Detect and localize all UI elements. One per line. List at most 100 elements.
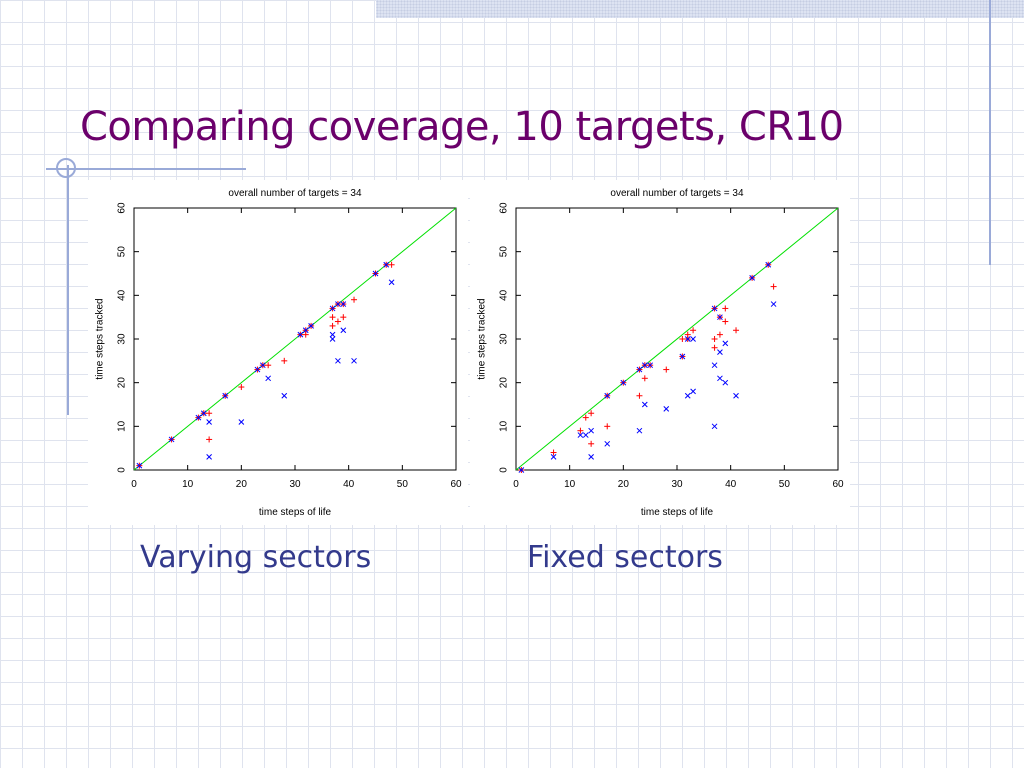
data-point-x bbox=[636, 366, 643, 373]
data-point-plus bbox=[582, 414, 589, 421]
data-point-x bbox=[308, 323, 314, 329]
data-point-plus bbox=[690, 327, 697, 334]
x-tick-label: 40 bbox=[725, 479, 737, 490]
data-point-x bbox=[604, 392, 611, 399]
y-tick-label: 10 bbox=[117, 420, 128, 432]
y-tick-label: 50 bbox=[117, 246, 128, 258]
decor-vertical-line-left bbox=[67, 165, 69, 415]
data-point-x bbox=[200, 410, 207, 417]
data-point-plus bbox=[588, 440, 595, 447]
data-point-x bbox=[582, 432, 589, 438]
data-point-x bbox=[641, 401, 648, 408]
data-point-x bbox=[550, 454, 557, 460]
y-tick-label: 0 bbox=[117, 467, 128, 473]
data-point-plus bbox=[679, 336, 686, 342]
x-tick-label: 10 bbox=[182, 479, 194, 490]
data-point-plus bbox=[329, 322, 336, 329]
data-point-x bbox=[340, 301, 347, 307]
x-tick-label: 10 bbox=[564, 479, 576, 490]
diagonal-reference-line bbox=[133, 207, 457, 471]
data-point-x bbox=[636, 427, 643, 434]
decor-vertical-line-right bbox=[989, 0, 991, 265]
x-axis-label: time steps of life bbox=[641, 507, 714, 518]
x-tick-label: 0 bbox=[131, 479, 137, 490]
data-point-plus bbox=[722, 318, 729, 325]
data-point-x bbox=[302, 327, 309, 334]
y-tick-label: 10 bbox=[499, 420, 510, 432]
data-point-x bbox=[518, 467, 525, 473]
data-point-plus bbox=[716, 331, 723, 338]
data-point-plus bbox=[577, 427, 584, 434]
data-point-x bbox=[340, 327, 347, 334]
data-point-plus bbox=[711, 336, 718, 342]
chart-title: overall number of targets = 34 bbox=[228, 188, 362, 199]
data-point-x bbox=[717, 375, 723, 382]
data-point-x bbox=[690, 388, 696, 395]
data-point-x bbox=[604, 440, 611, 447]
data-point-x bbox=[588, 454, 594, 460]
data-point-x bbox=[722, 340, 729, 347]
data-point-x bbox=[297, 331, 304, 338]
data-point-x bbox=[254, 366, 261, 373]
caption-varying-sectors: Varying sectors bbox=[140, 540, 372, 575]
data-point-plus bbox=[770, 283, 777, 290]
x-tick-label: 50 bbox=[397, 479, 409, 490]
chart-svg: overall number of targets = 34 0 10 20 30 40 5… bbox=[95, 188, 462, 518]
y-tick-label: 20 bbox=[117, 377, 128, 389]
data-point-plus bbox=[636, 392, 643, 399]
data-point-x bbox=[206, 419, 212, 425]
data-point-x bbox=[749, 275, 755, 281]
data-point-plus bbox=[281, 357, 288, 364]
data-point-plus bbox=[550, 449, 557, 456]
data-point-x bbox=[222, 392, 229, 399]
data-point-plus bbox=[206, 436, 213, 443]
x-tick-label: 60 bbox=[450, 479, 462, 490]
data-point-x bbox=[684, 392, 691, 399]
data-point-x bbox=[684, 336, 691, 342]
x-tick-label: 20 bbox=[618, 479, 630, 490]
data-point-x bbox=[329, 336, 336, 342]
data-point-x bbox=[206, 454, 212, 460]
data-point-plus bbox=[588, 410, 595, 417]
y-tick-label: 30 bbox=[117, 333, 128, 345]
data-point-x bbox=[765, 261, 772, 268]
data-point-x bbox=[329, 305, 336, 312]
y-tick-label: 60 bbox=[117, 202, 128, 214]
scatter-plot-fixed: overall number of targets = 34 0 10 20 30 40 5… bbox=[470, 180, 850, 525]
data-point-x bbox=[588, 427, 594, 434]
data-point-x bbox=[265, 375, 272, 382]
top-decor-band bbox=[376, 0, 1024, 18]
data-point-x bbox=[281, 392, 288, 399]
data-point-x bbox=[711, 423, 718, 430]
data-point-plus bbox=[604, 423, 611, 430]
x-tick-label: 30 bbox=[289, 479, 301, 490]
data-point-x bbox=[711, 305, 718, 312]
data-point-plus bbox=[733, 327, 740, 334]
diagonal-reference-line bbox=[515, 207, 839, 471]
data-point-plus bbox=[722, 305, 729, 312]
y-tick-label: 0 bbox=[499, 467, 510, 473]
decor-title-underline bbox=[46, 168, 246, 170]
data-point-x bbox=[195, 414, 202, 421]
data-point-plus bbox=[334, 318, 341, 325]
y-tick-label: 60 bbox=[499, 202, 510, 214]
y-tick-label: 20 bbox=[499, 377, 510, 389]
data-point-plus bbox=[663, 366, 670, 373]
data-point-x bbox=[383, 261, 390, 268]
data-point-x bbox=[388, 279, 395, 286]
scatter-plot-varying: overall number of targets = 34 0 10 20 30 40 5… bbox=[88, 180, 468, 525]
data-point-plus bbox=[711, 344, 718, 351]
data-point-plus bbox=[206, 410, 213, 417]
data-point-x bbox=[329, 331, 336, 338]
y-axis-label: time steps tracked bbox=[477, 298, 488, 379]
data-point-x bbox=[647, 362, 654, 369]
chart-title: overall number of targets = 34 bbox=[610, 188, 744, 199]
data-point-x bbox=[717, 314, 723, 321]
data-point-plus bbox=[641, 375, 648, 382]
x-axis-label: time steps of life bbox=[259, 507, 332, 518]
y-axis-label: time steps tracked bbox=[95, 298, 106, 379]
data-point-x bbox=[335, 357, 341, 364]
data-point-plus bbox=[265, 362, 272, 369]
data-point-plus bbox=[238, 384, 245, 391]
chart-svg: overall number of targets = 34 0 10 20 30 40 5… bbox=[477, 188, 844, 518]
